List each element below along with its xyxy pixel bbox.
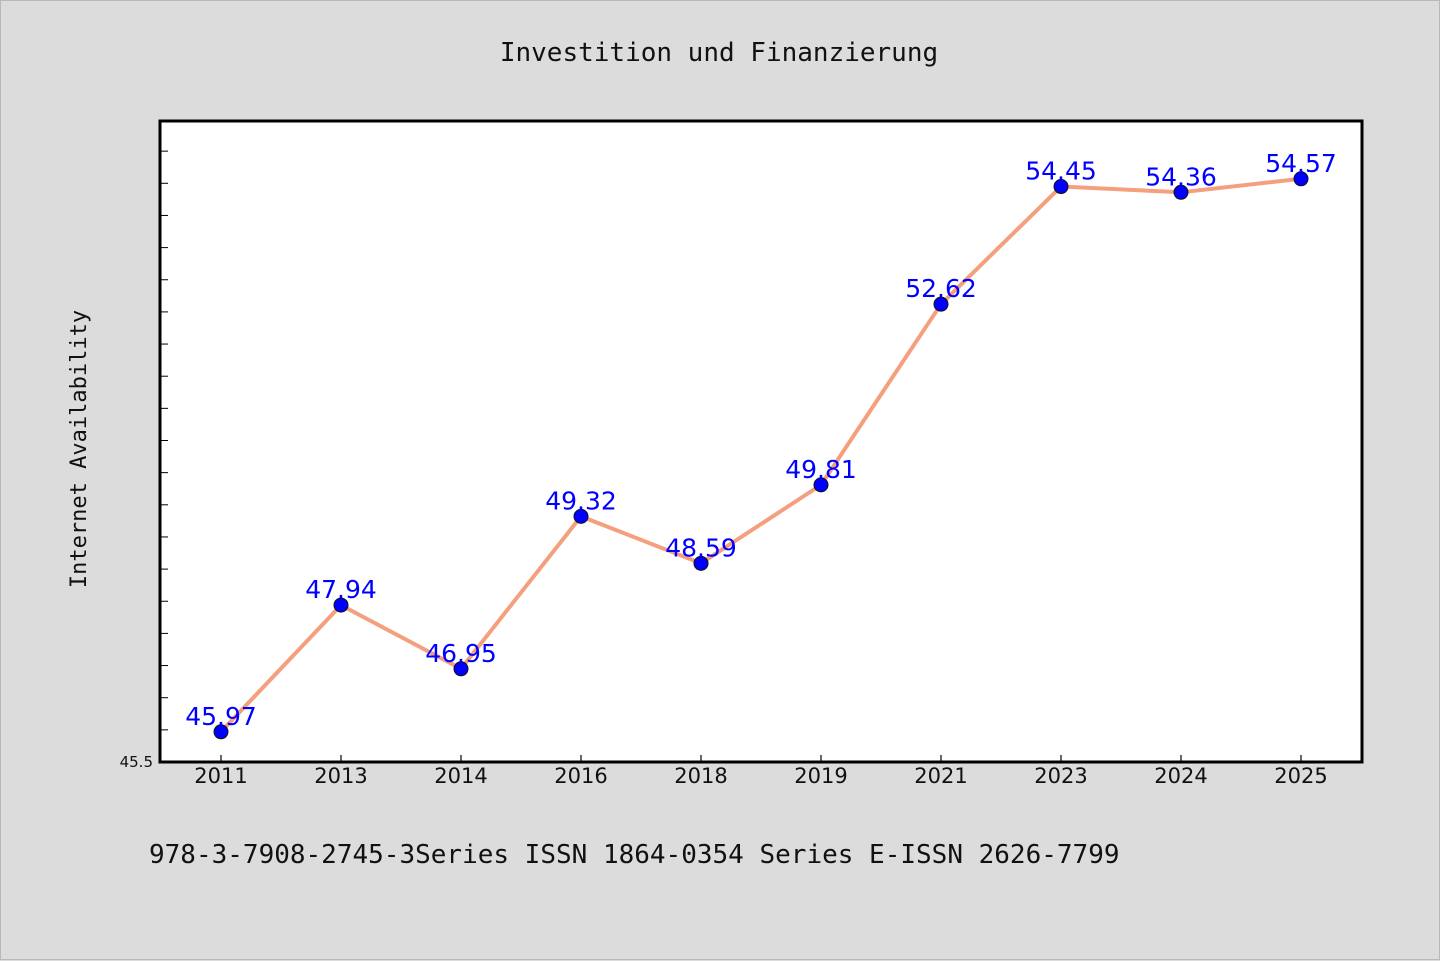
- x-tick-label: 2011: [194, 764, 247, 788]
- data-point-marker: [813, 477, 829, 493]
- data-label: 49.32: [545, 486, 617, 515]
- y-axis-label: Internet Availability: [67, 310, 92, 588]
- plot-area: [158, 119, 1364, 764]
- data-label: 54.57: [1265, 149, 1337, 178]
- y-tick-labels: 45.5: [120, 753, 153, 771]
- data-point-marker: [1173, 184, 1189, 200]
- data-point-marker: [453, 661, 469, 677]
- x-tick-label: 2019: [794, 764, 847, 788]
- data-label: 54.36: [1145, 162, 1217, 191]
- data-point-marker: [1053, 179, 1069, 195]
- y-tick-label: 45.5: [120, 753, 153, 771]
- data-point-marker: [333, 597, 349, 613]
- series-group: 45.97 47.94 46.95 49.32 48.59 49.81 52.62 54.45…: [185, 149, 1337, 740]
- data-label: 54.45: [1025, 157, 1097, 186]
- data-label: 49.81: [785, 455, 857, 484]
- data-label: 47.94: [305, 575, 377, 604]
- x-tick-label: 2023: [1034, 764, 1087, 788]
- series-line: [219, 176, 1303, 734]
- x-tick-label: 2013: [314, 764, 367, 788]
- data-label: 52.62: [905, 274, 977, 303]
- data-label: 45.97: [185, 702, 257, 731]
- data-point-marker: [693, 555, 709, 571]
- x-tick-label: 2014: [434, 764, 487, 788]
- data-label: 48.59: [665, 533, 737, 562]
- data-point-marker: [213, 724, 229, 740]
- x-tick-label: 2018: [674, 764, 727, 788]
- x-axis-ticks: 2011 2013 2014 2016 2018 2019 2021 2023 2024 2025: [194, 755, 1328, 788]
- data-point-marker: [1293, 171, 1309, 187]
- x-tick-label: 2024: [1154, 764, 1207, 788]
- data-point-marker: [573, 508, 589, 524]
- y-minor-ticks: [160, 150, 168, 763]
- footnote: 978-3-7908-2745-3Series ISSN 1864-0354 S…: [149, 840, 1120, 870]
- data-label: 46.95: [425, 639, 497, 668]
- x-tick-label: 2021: [914, 764, 967, 788]
- x-tick-label: 2016: [554, 764, 607, 788]
- chart-title: Investition und Finanzierung: [500, 38, 938, 68]
- data-point-marker: [933, 296, 949, 312]
- x-tick-label: 2025: [1274, 764, 1327, 788]
